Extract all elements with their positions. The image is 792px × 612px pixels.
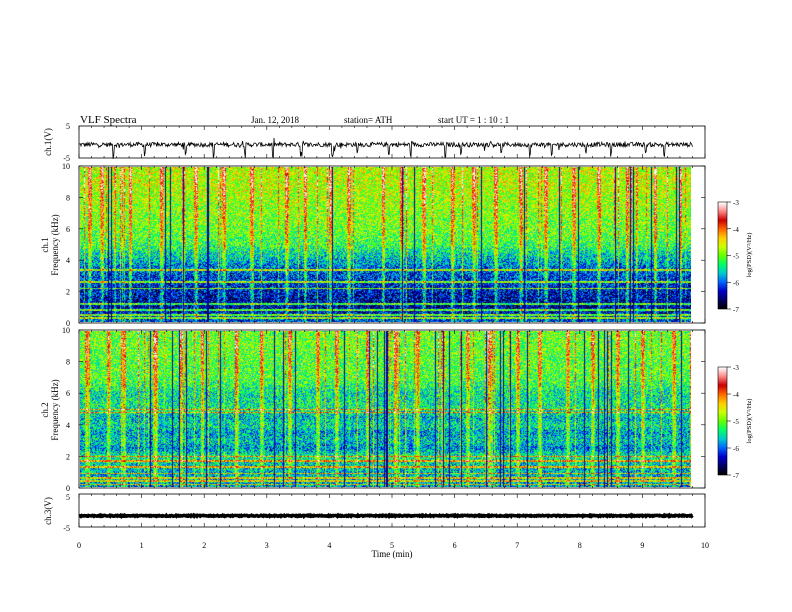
colorbar-tick-label: -4	[733, 391, 739, 399]
ch1-xticks	[78, 126, 706, 158]
ch2-colorbar-label: log(PSD)(V²/Hz)	[746, 399, 753, 444]
x-tick-label: 9	[640, 541, 644, 550]
ch2-spec-channel-label: ch.2	[40, 402, 50, 417]
y-tick-label: 0	[66, 319, 70, 328]
x-tick-label: 2	[202, 541, 206, 550]
x-axis-tick-labels: 0 1 2 3 4 5 6 7 8 9 10	[77, 541, 709, 550]
ch3-waveform-line	[78, 512, 694, 520]
ch1-colorbar	[718, 202, 727, 309]
start-time-label: start UT = 1 : 10 : 1	[438, 115, 509, 125]
x-tick-label: 5	[390, 541, 394, 550]
ch2-colorbar	[718, 367, 727, 475]
ch3-ylabel: ch.3(V)	[43, 497, 53, 525]
x-tick-label: 10	[701, 541, 709, 550]
colorbar-tick-label: -6	[733, 445, 739, 453]
x-tick-label: 8	[578, 541, 582, 550]
y-tick-label: 10	[62, 162, 70, 171]
ch3-ytick-top: 5	[66, 493, 70, 502]
ch2-colorbar-ticks: -3 -4 -5 -6 -7	[727, 364, 739, 480]
colorbar-tick-label: -6	[733, 279, 739, 287]
ch1-spectrogram-image	[80, 167, 691, 322]
ch1-plot-frame	[78, 125, 706, 159]
ch1-spec-ylabel: Frequency (kHz)	[50, 214, 60, 275]
ch1-ytick-top: 5	[66, 122, 70, 131]
x-tick-label: 0	[77, 541, 81, 550]
ch1-ytick-bottom: -5	[63, 154, 70, 163]
y-tick-label: 2	[66, 288, 70, 297]
figure-title: VLF Spectra	[80, 114, 137, 126]
y-tick-label: 6	[66, 389, 70, 398]
ch1-waveform-line	[78, 137, 693, 159]
colorbar-tick-label: -5	[733, 253, 739, 261]
ch2-spectrogram-image	[80, 331, 691, 487]
y-tick-label: 8	[66, 193, 70, 202]
ch2-spec-ylabel: Frequency (kHz)	[50, 379, 60, 440]
x-tick-label: 1	[140, 541, 144, 550]
colorbar-tick-label: -5	[733, 418, 739, 426]
y-tick-label: 0	[66, 484, 70, 493]
colorbar-tick-label: -7	[733, 472, 739, 480]
ch3-waveform-panel: ch.3(V) 5 -5	[43, 493, 706, 533]
y-tick-label: 2	[66, 452, 70, 461]
ch1-spec-channel-label: ch.1	[40, 237, 50, 252]
colorbar-tick-label: -4	[733, 226, 739, 234]
ch1-spec-xticks	[78, 166, 706, 323]
x-tick-label: 6	[453, 541, 457, 550]
ch2-spec-yticks: 0 2 4 6 8 10	[62, 326, 705, 493]
ch1-colorbar-ticks: -3 -4 -5 -6 -7	[727, 199, 739, 314]
ch3-ytick-bottom: -5	[63, 524, 70, 533]
ch1-colorbar-label: log(PSD)(V²/Hz)	[746, 233, 753, 278]
y-tick-label: 4	[66, 421, 70, 430]
ch1-waveform-panel: ch.1(V) 5 -5	[43, 122, 706, 163]
y-tick-label: 6	[66, 225, 70, 234]
y-tick-label: 8	[66, 358, 70, 367]
ch1-spec-yticks: 0 2 4 6 8 10	[62, 162, 705, 328]
x-tick-label: 3	[265, 541, 269, 550]
ch1-ylabel: ch.1(V)	[43, 128, 53, 156]
colorbar-tick-label: -3	[733, 364, 739, 372]
colorbar-tick-label: -7	[733, 306, 739, 314]
x-axis-label: Time (min)	[372, 549, 413, 559]
ch3-plot-frame	[78, 493, 706, 528]
colorbar-tick-label: -3	[733, 199, 739, 207]
ch2-spec-xticks	[78, 330, 706, 488]
y-tick-label: 10	[62, 326, 70, 335]
date-label: Jan. 12, 2018	[251, 115, 299, 125]
ch3-xticks	[78, 494, 706, 527]
x-tick-label: 4	[327, 541, 331, 550]
y-tick-label: 4	[66, 256, 70, 265]
x-tick-label: 7	[515, 541, 519, 550]
station-label: station= ATH	[344, 115, 393, 125]
